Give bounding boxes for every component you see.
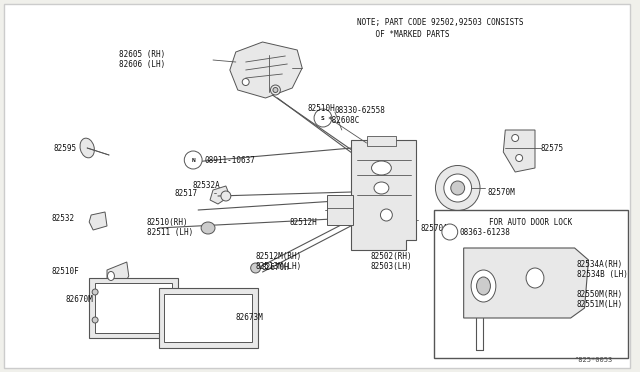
Text: 82510(RH): 82510(RH) — [147, 218, 188, 227]
Ellipse shape — [526, 268, 544, 288]
Ellipse shape — [372, 161, 391, 175]
Text: B: B — [448, 230, 452, 234]
Text: 82550M(RH): 82550M(RH) — [577, 289, 623, 298]
Text: FOR AUTO DOOR LOCK: FOR AUTO DOOR LOCK — [490, 218, 573, 227]
Circle shape — [184, 151, 202, 169]
Text: 82534B (LH): 82534B (LH) — [577, 269, 627, 279]
Ellipse shape — [242, 78, 249, 86]
Text: 82517: 82517 — [174, 189, 198, 198]
Ellipse shape — [80, 138, 94, 158]
Text: 82670H: 82670H — [262, 263, 289, 273]
Text: 82606 (LH): 82606 (LH) — [119, 60, 165, 68]
FancyBboxPatch shape — [159, 288, 257, 348]
FancyBboxPatch shape — [164, 294, 252, 342]
FancyBboxPatch shape — [434, 210, 628, 358]
Text: 82570A: 82570A — [420, 224, 448, 232]
Text: 82595: 82595 — [54, 144, 77, 153]
Ellipse shape — [221, 191, 231, 201]
Polygon shape — [210, 186, 230, 204]
Text: 82512H: 82512H — [289, 218, 317, 227]
Circle shape — [314, 109, 332, 127]
Text: 82513M(LH): 82513M(LH) — [255, 262, 302, 270]
FancyBboxPatch shape — [4, 4, 630, 368]
Text: ^825*0053: ^825*0053 — [575, 357, 613, 363]
Text: *82608C: *82608C — [327, 115, 359, 125]
Text: 82575: 82575 — [541, 144, 564, 153]
Text: 82551M(LH): 82551M(LH) — [577, 299, 623, 308]
Ellipse shape — [108, 272, 115, 280]
Text: 82510F: 82510F — [51, 267, 79, 276]
FancyBboxPatch shape — [89, 278, 179, 338]
Text: 82503(LH): 82503(LH) — [371, 262, 412, 270]
Polygon shape — [230, 42, 302, 98]
Polygon shape — [463, 248, 589, 318]
Ellipse shape — [271, 85, 280, 95]
Ellipse shape — [512, 135, 518, 141]
Circle shape — [442, 224, 458, 240]
Polygon shape — [351, 140, 416, 250]
Text: 82512M(RH): 82512M(RH) — [255, 251, 302, 260]
Polygon shape — [89, 212, 107, 230]
Text: 08911-10637: 08911-10637 — [204, 155, 255, 164]
Text: 82605 (RH): 82605 (RH) — [119, 49, 165, 58]
Text: 08330-62558: 08330-62558 — [335, 106, 386, 115]
Text: NOTE; PART CODE 92502,92503 CONSISTS: NOTE; PART CODE 92502,92503 CONSISTS — [356, 17, 523, 26]
Text: OF *MARKED PARTS: OF *MARKED PARTS — [356, 29, 449, 38]
Text: 82532A: 82532A — [192, 180, 220, 189]
FancyBboxPatch shape — [327, 195, 353, 225]
Text: 82534A(RH): 82534A(RH) — [577, 260, 623, 269]
Text: 82502(RH): 82502(RH) — [371, 251, 412, 260]
Ellipse shape — [251, 263, 260, 273]
Ellipse shape — [471, 270, 496, 302]
Text: 82532: 82532 — [51, 214, 75, 222]
Text: N: N — [191, 157, 195, 163]
Ellipse shape — [92, 317, 98, 323]
Ellipse shape — [451, 181, 465, 195]
Ellipse shape — [374, 182, 389, 194]
Polygon shape — [503, 130, 535, 172]
Ellipse shape — [273, 87, 278, 93]
Ellipse shape — [92, 289, 98, 295]
Text: 82673M: 82673M — [236, 314, 264, 323]
Ellipse shape — [380, 209, 392, 221]
Ellipse shape — [477, 277, 490, 295]
FancyBboxPatch shape — [95, 283, 172, 333]
Text: 82510H: 82510H — [307, 103, 335, 112]
Text: 82511 (LH): 82511 (LH) — [147, 228, 193, 237]
Text: 82670M: 82670M — [65, 295, 93, 305]
Ellipse shape — [201, 222, 215, 234]
Text: 08363-61238: 08363-61238 — [460, 228, 511, 237]
Text: 82570M: 82570M — [488, 187, 515, 196]
Polygon shape — [107, 262, 129, 290]
Text: S: S — [321, 115, 325, 121]
FancyBboxPatch shape — [367, 136, 396, 146]
Ellipse shape — [516, 154, 523, 161]
Ellipse shape — [435, 166, 480, 211]
Ellipse shape — [444, 174, 472, 202]
